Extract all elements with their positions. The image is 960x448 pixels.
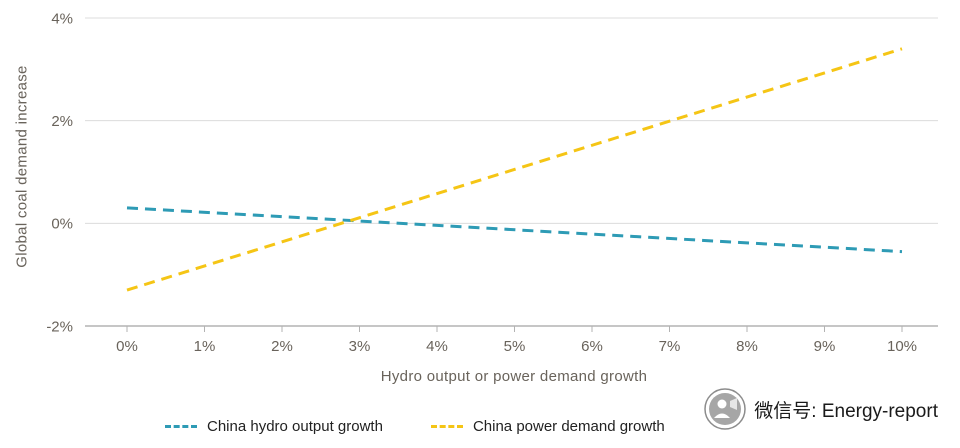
y-tick-label: 0% xyxy=(51,216,73,233)
x-axis-title: Hydro output or power demand growth xyxy=(380,368,648,385)
y-axis-title: Global coal demand increase xyxy=(13,65,31,268)
x-tick-label: 6% xyxy=(581,338,603,355)
plot-area: -2% 0% 2% 4% 0% 1% 2% 3% 4% 5% 6% 7% 8% 9% 10% xyxy=(46,10,938,355)
y-tick-label: 4% xyxy=(51,10,73,27)
x-tick-label: 0% xyxy=(116,338,138,355)
legend-item-power: China power demand growth xyxy=(430,418,665,435)
x-tick-label: 10% xyxy=(887,338,917,355)
dashed-line-swatch-teal-icon xyxy=(165,425,197,428)
legend-item-hydro: China hydro output growth xyxy=(165,418,383,435)
x-tick-label: 9% xyxy=(814,338,836,355)
x-tick-label: 8% xyxy=(736,338,758,355)
legend-label: China power demand growth xyxy=(472,418,665,435)
dashed-line-swatch-yellow-icon xyxy=(430,425,463,428)
x-tick-label: 2% xyxy=(271,338,293,355)
series-line-china-power-demand-growth xyxy=(126,47,903,292)
wechat-id-label: 微信号: Energy-report xyxy=(754,400,938,422)
x-tick-label: 4% xyxy=(426,338,448,355)
wechat-footer: 微信号: Energy-report xyxy=(704,388,938,430)
legend-label: China hydro output growth xyxy=(207,418,383,435)
x-tick-label: 5% xyxy=(504,338,526,355)
y-tick-label: 2% xyxy=(51,113,73,130)
wechat-logo-icon xyxy=(704,388,747,430)
series-line-china-hydro-output-growth xyxy=(126,206,903,254)
y-tick-label: -2% xyxy=(46,318,73,335)
x-tick-label: 3% xyxy=(349,338,371,355)
x-tick-label: 7% xyxy=(659,338,681,355)
x-tick-label: 1% xyxy=(194,338,216,355)
legend: China hydro output growth China power de… xyxy=(165,418,665,435)
